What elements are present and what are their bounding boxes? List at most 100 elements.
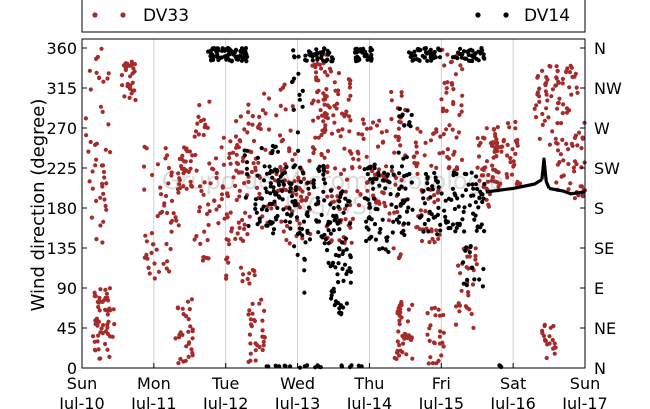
point-dv33-876 — [449, 81, 454, 86]
point-dv33-904 — [466, 290, 471, 295]
point-dv33-1114 — [548, 325, 553, 330]
point-dv33-628 — [325, 149, 331, 154]
point-dv14-206 — [301, 219, 307, 224]
point-dv14-592 — [456, 204, 461, 209]
point-dv33-305 — [228, 139, 233, 144]
point-dv33-26 — [101, 191, 106, 196]
point-dv33-92 — [96, 319, 102, 324]
point-dv14-132 — [245, 172, 250, 177]
point-dv33-326 — [240, 159, 245, 164]
point-dv33-747 — [404, 352, 409, 357]
point-dv33-632 — [343, 189, 348, 194]
point-dv33-392 — [224, 276, 229, 281]
point-dv14-169 — [287, 189, 292, 194]
point-dv33-526 — [311, 118, 316, 123]
point-dv33-142 — [152, 261, 157, 266]
point-dv14-706 — [467, 250, 472, 255]
point-dv14-598 — [422, 201, 427, 206]
point-dv33-945 — [491, 167, 496, 172]
point-dv33-453 — [285, 223, 290, 229]
point-dv33-1095 — [574, 85, 579, 90]
point-dv14-108 — [254, 210, 259, 215]
point-dv14-209 — [273, 167, 278, 172]
point-dv14-390 — [361, 50, 366, 55]
point-dv33-887 — [444, 127, 449, 132]
legend-marker-dv33-a — [92, 12, 98, 18]
point-dv33-759 — [396, 329, 401, 334]
point-dv33-388 — [240, 272, 246, 277]
point-dv33-585 — [329, 131, 335, 136]
point-dv33-147 — [149, 250, 154, 255]
point-dv33-579 — [321, 91, 326, 96]
point-dv33-156 — [171, 211, 176, 216]
x-tick-date-4: Jul-14 — [346, 394, 392, 409]
point-dv33-728 — [395, 209, 400, 215]
point-dv33-225 — [175, 306, 181, 311]
point-dv33-678 — [356, 151, 361, 156]
point-dv14-649 — [458, 46, 463, 51]
point-dv33-24 — [98, 223, 103, 228]
point-dv33-805 — [417, 227, 423, 232]
point-dv33-1105 — [552, 341, 557, 346]
point-dv33-631 — [351, 156, 356, 161]
point-dv14-580 — [430, 187, 435, 192]
point-dv14-603 — [443, 218, 448, 223]
point-dv33-607 — [342, 167, 347, 172]
point-dv14-456 — [385, 172, 391, 177]
point-dv14-465 — [368, 164, 373, 169]
point-dv14-468 — [376, 173, 381, 178]
point-dv14-163 — [283, 219, 288, 224]
point-dv33-139 — [161, 261, 166, 266]
point-dv33-204 — [181, 184, 186, 189]
point-dv33-167 — [142, 187, 147, 192]
point-dv33-151 — [158, 185, 163, 190]
point-dv33-597 — [349, 240, 354, 245]
point-dv33-439 — [272, 178, 277, 183]
point-dv14-144 — [288, 226, 293, 231]
point-dv14-234 — [295, 252, 300, 257]
point-dv33-1015 — [560, 76, 566, 82]
y-axis-title: Wind direction (degree) — [28, 99, 49, 312]
point-dv14-229 — [297, 97, 302, 102]
point-dv14-688 — [315, 363, 320, 368]
point-dv33-13 — [106, 71, 111, 76]
point-dv33-929 — [495, 140, 500, 145]
point-dv33-1099 — [570, 143, 575, 148]
point-dv14-675 — [465, 49, 470, 54]
point-dv14-75 — [229, 59, 234, 64]
point-dv33-394 — [237, 225, 242, 230]
y-tick-label-45: 45 — [57, 319, 77, 338]
point-dv33-478 — [298, 194, 304, 199]
point-dv14-693 — [283, 364, 288, 369]
point-dv33-573 — [347, 81, 353, 86]
point-dv14-527 — [415, 57, 420, 62]
point-dv33-21 — [104, 181, 109, 186]
point-dv33-720 — [391, 246, 396, 251]
point-dv33-355 — [234, 145, 239, 150]
point-dv33-159 — [169, 198, 175, 203]
point-dv33-813 — [438, 134, 443, 139]
point-dv33-283 — [214, 171, 219, 176]
point-dv33-930 — [475, 165, 480, 170]
point-dv33-253 — [197, 103, 202, 108]
point-dv33-546 — [314, 77, 319, 83]
point-dv33-169 — [176, 223, 181, 228]
point-dv33-210 — [187, 149, 192, 154]
point-dv33-323 — [233, 134, 239, 139]
point-dv14-701 — [463, 248, 468, 253]
point-dv33-1139 — [579, 146, 584, 151]
point-dv33-1064 — [565, 66, 570, 71]
point-dv14-418 — [395, 192, 400, 197]
point-dv33-447 — [288, 128, 293, 133]
point-dv14-497 — [400, 112, 405, 117]
series-dv14-line — [485, 157, 586, 196]
point-dv14-616 — [480, 192, 485, 197]
point-dv33-594 — [343, 112, 348, 117]
point-dv14-388 — [356, 47, 361, 52]
point-dv14-494 — [405, 108, 410, 113]
point-dv33-262 — [201, 255, 206, 260]
point-dv33-773 — [435, 197, 441, 202]
point-dv33-57 — [90, 334, 96, 339]
point-dv33-239 — [190, 327, 195, 332]
point-dv33-338 — [249, 169, 254, 175]
